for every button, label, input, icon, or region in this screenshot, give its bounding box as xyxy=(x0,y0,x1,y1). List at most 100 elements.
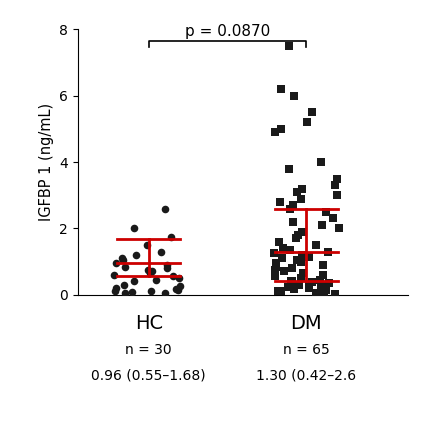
Point xyxy=(299,228,306,235)
Text: HC: HC xyxy=(135,314,163,333)
Point xyxy=(285,284,291,291)
Point xyxy=(120,256,127,263)
Point xyxy=(143,242,150,248)
Point xyxy=(299,251,306,258)
Point xyxy=(147,270,154,277)
Point xyxy=(296,282,303,289)
Text: p = 0.0870: p = 0.0870 xyxy=(185,24,270,40)
Point xyxy=(325,248,332,255)
Text: n = 65: n = 65 xyxy=(283,343,330,357)
Point xyxy=(290,218,296,225)
Point xyxy=(297,275,304,282)
Point xyxy=(157,248,164,255)
Point xyxy=(288,265,295,272)
Point xyxy=(320,261,327,268)
Point xyxy=(164,265,171,272)
Point xyxy=(309,109,316,116)
Point xyxy=(279,255,285,261)
Point xyxy=(173,285,180,292)
Point xyxy=(131,278,137,285)
Point xyxy=(291,92,298,99)
Point xyxy=(271,250,277,257)
Point xyxy=(278,86,285,93)
Point xyxy=(297,195,304,202)
Point xyxy=(330,215,337,222)
Point xyxy=(320,289,327,296)
Point xyxy=(286,205,293,212)
Point xyxy=(286,43,293,49)
Point xyxy=(326,280,333,286)
Point xyxy=(170,273,176,280)
Point xyxy=(280,245,287,252)
Point xyxy=(167,233,174,240)
Y-axis label: IGFBP 1 (ng/mL): IGFBP 1 (ng/mL) xyxy=(39,103,54,221)
Point xyxy=(280,268,287,275)
Point xyxy=(164,261,171,268)
Point xyxy=(286,165,293,172)
Point xyxy=(274,288,281,294)
Point xyxy=(272,266,278,273)
Text: n = 30: n = 30 xyxy=(125,343,172,357)
Point xyxy=(317,277,324,283)
Point xyxy=(322,208,329,215)
Point xyxy=(174,286,181,293)
Point xyxy=(303,119,310,125)
Point xyxy=(298,258,305,265)
Point xyxy=(336,225,342,232)
Point xyxy=(275,238,282,245)
Point xyxy=(293,189,300,195)
Point xyxy=(272,129,278,136)
Point xyxy=(144,266,151,273)
Point xyxy=(112,288,118,294)
Point xyxy=(162,205,168,212)
Point xyxy=(320,272,327,278)
Point xyxy=(317,159,324,165)
Point xyxy=(309,279,316,285)
Point xyxy=(149,268,156,275)
Point xyxy=(306,285,312,291)
Point xyxy=(113,285,120,291)
Point xyxy=(306,283,312,290)
Point xyxy=(162,289,169,296)
Point xyxy=(148,288,155,295)
Point xyxy=(176,275,183,282)
Point xyxy=(334,175,341,182)
Point xyxy=(287,247,294,253)
Point xyxy=(295,232,301,238)
Point xyxy=(132,251,139,258)
Point xyxy=(119,255,125,261)
Point xyxy=(112,260,119,266)
Point xyxy=(313,242,320,248)
Point xyxy=(129,289,136,296)
Point xyxy=(298,185,305,192)
Point xyxy=(306,253,313,260)
Point xyxy=(322,286,329,293)
Point xyxy=(277,199,284,205)
Point xyxy=(333,192,340,199)
Text: 0.96 (0.55–1.68): 0.96 (0.55–1.68) xyxy=(91,368,206,382)
Point xyxy=(153,277,160,283)
Point xyxy=(278,288,285,295)
Point xyxy=(272,260,279,266)
Point xyxy=(290,202,296,208)
Point xyxy=(120,281,127,288)
Point xyxy=(312,290,319,296)
Point xyxy=(121,290,128,297)
Point xyxy=(177,283,184,290)
Point xyxy=(290,285,297,292)
Point xyxy=(273,263,280,270)
Point xyxy=(332,182,338,189)
Point xyxy=(277,125,284,132)
Point xyxy=(272,273,279,280)
Point xyxy=(288,277,294,284)
Text: 1.30 (0.42–2.6: 1.30 (0.42–2.6 xyxy=(256,368,356,382)
Point xyxy=(319,222,325,229)
Point xyxy=(317,281,324,288)
Point xyxy=(299,270,306,277)
Point xyxy=(288,278,295,285)
Point xyxy=(111,272,117,278)
Point xyxy=(293,235,299,242)
Point xyxy=(131,225,138,232)
Point xyxy=(332,290,338,297)
Point xyxy=(122,263,128,270)
